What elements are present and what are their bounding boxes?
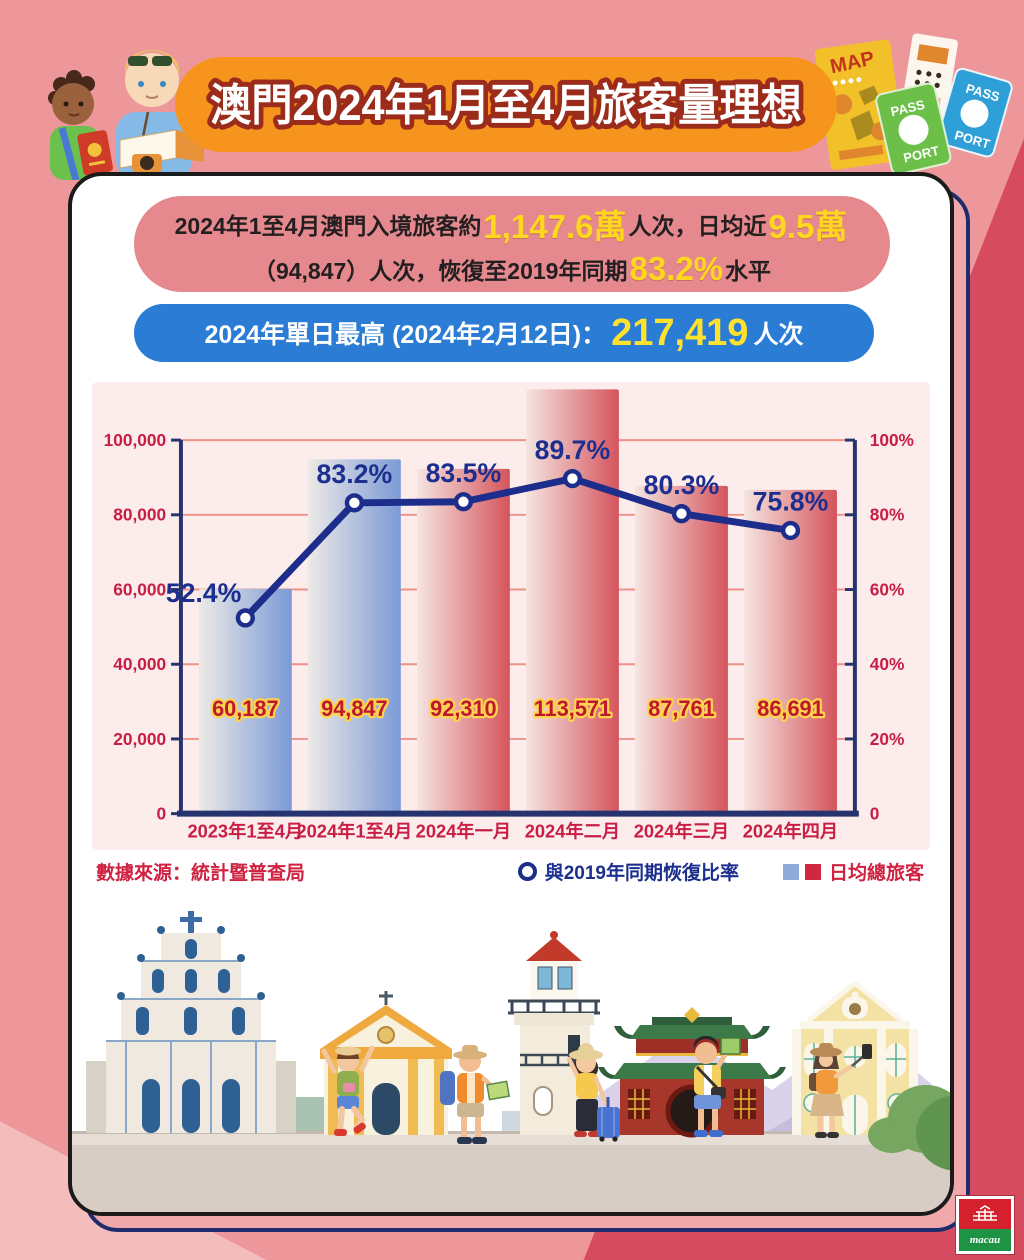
svg-text:87,761: 87,761: [648, 696, 714, 721]
record-suffix: 人次: [753, 321, 804, 349]
line-marker: [344, 493, 365, 513]
svg-text:89.7%: 89.7%: [535, 435, 611, 465]
svg-text:2024年三月: 2024年三月: [634, 820, 729, 841]
tourist-child: [48, 70, 113, 180]
svg-text:0: 0: [156, 804, 166, 824]
svg-text:2024年二月: 2024年二月: [525, 820, 620, 841]
map-icon: MAP: [814, 39, 907, 170]
svg-text:20,000: 20,000: [113, 729, 166, 749]
legend-row: 數據來源：統計暨普查局 與2019年同期恢復比率 日均總旅客: [96, 858, 924, 885]
guia-lighthouse: [508, 931, 600, 1135]
record-pill: 2024年單日最高 (2024年2月12日)： 217,419 人次: [134, 304, 874, 362]
svg-text:83.5%: 83.5%: [426, 458, 502, 488]
chart-panel: 100,000 80,000 60,000 40,000 20,000 0 100% 80% 6…: [92, 382, 930, 850]
plaza-ground: [72, 1133, 950, 1212]
bar-1: [307, 459, 401, 814]
red-bar-swatch-icon: [804, 863, 821, 880]
macau-tourism-logo: macau: [956, 1196, 1014, 1254]
summary-pill: 2024年1至4月澳門入境旅客約 1,147.6萬 人次，日均近 9.5萬 （94,8…: [134, 196, 890, 292]
logo-wordmark: macau: [959, 1229, 1011, 1251]
visitors-chart: 100,000 80,000 60,000 40,000 20,000 0 100% 80% 6…: [92, 382, 930, 850]
chart-svg: 100,000 80,000 60,000 40,000 20,000 0 100% 80% 6…: [104, 389, 914, 841]
summary-line-1: 2024年1至4月澳門入境旅客約 1,147.6萬 人次，日均近 9.5萬: [174, 208, 848, 245]
bar-2: [416, 468, 510, 814]
legend-bar-label: 日均總旅客: [828, 863, 924, 884]
svg-text:60,000: 60,000: [113, 579, 166, 599]
line-marker: [453, 492, 474, 512]
record-value: 217,419: [611, 311, 749, 354]
line-marker: [235, 608, 255, 628]
svg-text:94,847: 94,847: [321, 696, 387, 721]
bar-4: [635, 485, 728, 814]
sunglasses-icon: [128, 56, 148, 66]
svg-text:52.4%: 52.4%: [166, 578, 242, 608]
svg-text:0: 0: [870, 804, 880, 824]
summary-line-2: （94,847）人次，恢復至2019年同期 83.2% 水平: [252, 250, 772, 287]
svg-text:2024年一月: 2024年一月: [416, 820, 511, 841]
line-marker: [780, 520, 801, 541]
svg-text:100%: 100%: [870, 430, 914, 450]
tourist-jumping-girl: [321, 1045, 375, 1136]
legend-bar-series: 日均總旅客: [782, 858, 924, 885]
svg-text:2023年1至4月: 2023年1至4月: [187, 820, 303, 841]
phone-icon: [862, 1044, 872, 1059]
svg-text:113,571: 113,571: [534, 696, 611, 721]
svg-text:60,187: 60,187: [212, 696, 278, 721]
passport-blue-icon: PASS PORT: [936, 67, 1013, 158]
svg-text:86,691: 86,691: [757, 696, 823, 721]
blue-bar-swatch-icon: [782, 863, 799, 880]
legend-line-series: 與2019年同期恢復比率: [517, 858, 739, 885]
record-prefix: 2024年單日最高 (2024年2月12日)：: [204, 321, 607, 349]
svg-text:75.8%: 75.8%: [753, 487, 829, 517]
svg-text:80,000: 80,000: [113, 505, 166, 525]
infographic-card: 2024年1至4月澳門入境旅客約 1,147.6萬 人次，日均近 9.5萬 （94,8…: [68, 172, 954, 1216]
line-marker-icon: [517, 862, 537, 881]
travel-docs-illustration: MAP PASS PORT PASS PORT: [814, 33, 1013, 176]
svg-text:2024年1至4月: 2024年1至4月: [296, 820, 412, 841]
macau-landmarks-illustration: [72, 911, 950, 1212]
recovery-line: [241, 475, 794, 622]
page-title: 澳門2024年1月至4月旅客量理想: [210, 81, 802, 130]
bar-5: [744, 489, 837, 814]
line-marker: [671, 504, 692, 524]
svg-text:60%: 60%: [870, 579, 905, 599]
tourist-backpacker: [440, 1045, 511, 1144]
svg-text:40%: 40%: [870, 654, 905, 674]
bar-0: [198, 588, 292, 814]
logo-facade-icon: [959, 1199, 1011, 1230]
suitcase-icon: [597, 1107, 620, 1138]
svg-text:40,000: 40,000: [113, 654, 166, 674]
svg-text:83.2%: 83.2%: [317, 459, 393, 489]
legend-line-label: 與2019年同期恢復比率: [544, 863, 739, 884]
tourist-map-man: [694, 1036, 741, 1137]
line-marker: [562, 468, 583, 489]
title-banner: 澳門2024年1月至4月旅客量理想: [175, 57, 837, 152]
svg-text:80.3%: 80.3%: [644, 470, 720, 500]
data-source: 數據來源：統計暨普查局: [96, 863, 306, 884]
tourists-illustration: [48, 50, 204, 180]
bar-3: [525, 389, 619, 814]
ama-temple: [598, 1007, 786, 1138]
svg-text:20%: 20%: [870, 729, 905, 749]
tourist-suitcase-woman: [566, 1043, 620, 1142]
svg-text:100,000: 100,000: [104, 430, 166, 450]
tourist-selfie-woman: [809, 1043, 872, 1138]
st-pauls-ruins: [86, 911, 296, 1133]
passport-green-icon: PASS PORT: [875, 82, 952, 176]
svg-text:92,310: 92,310: [430, 696, 496, 721]
svg-text:2024年四月: 2024年四月: [743, 820, 838, 841]
tourist-blonde: [116, 50, 204, 180]
passport-icon: [77, 130, 113, 176]
svg-text:80%: 80%: [870, 505, 905, 525]
